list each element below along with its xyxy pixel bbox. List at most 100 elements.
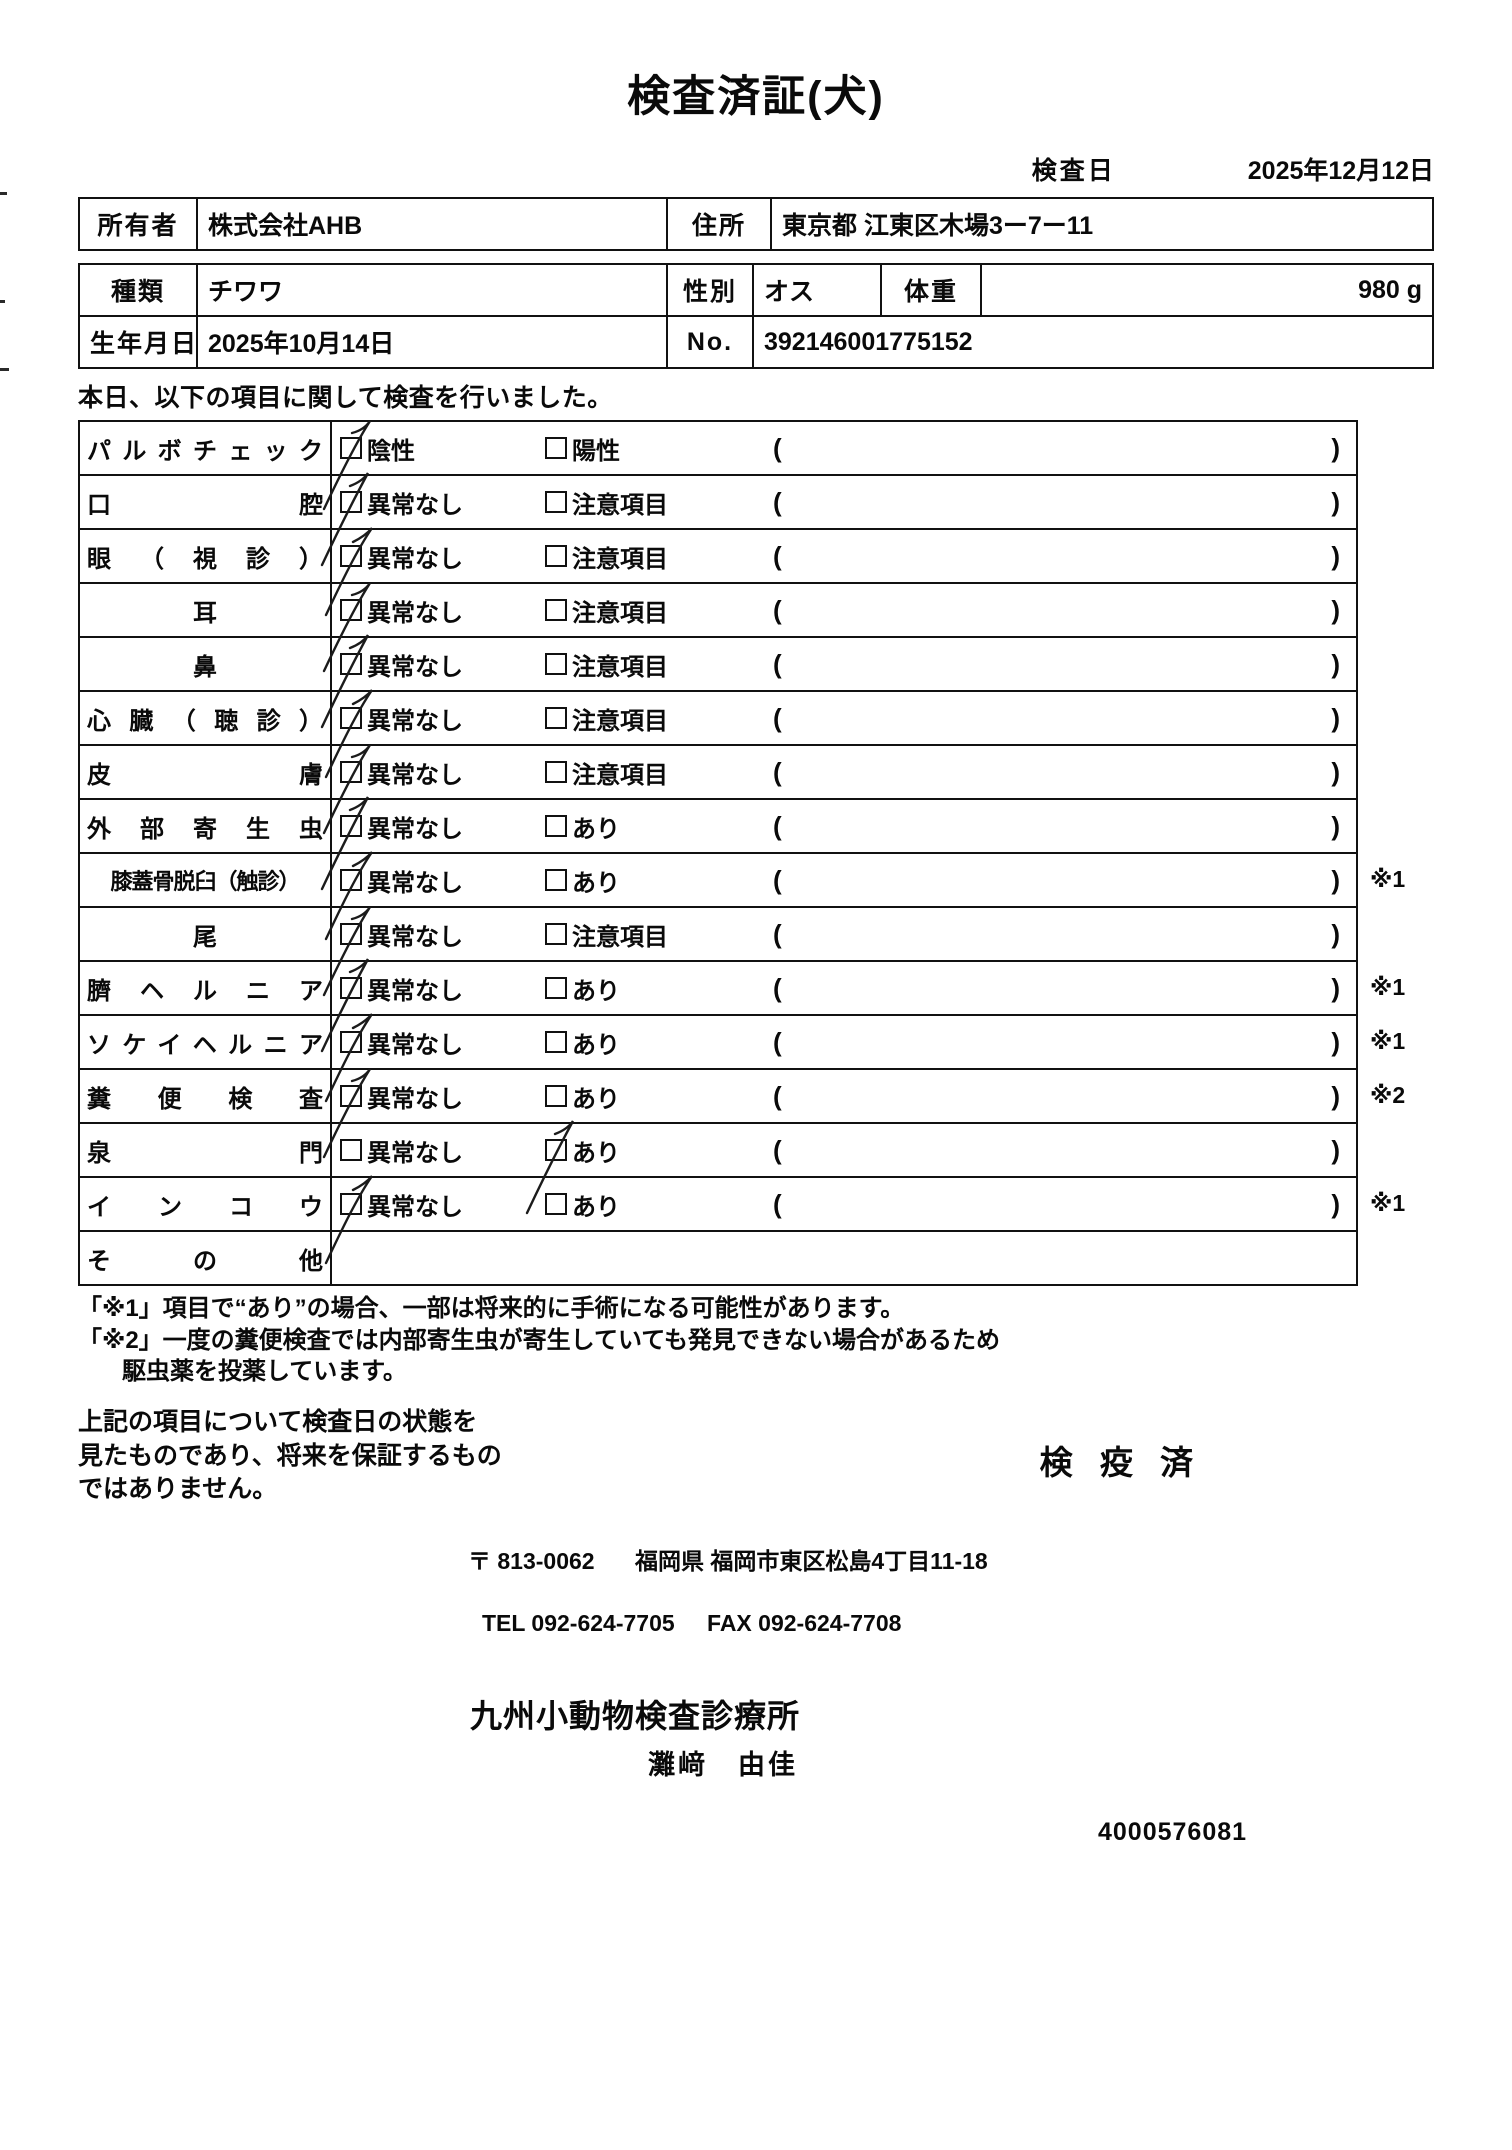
exam-item-label: 膝蓋骨脱臼（触診）	[78, 852, 332, 908]
exam-item-label: パルボチェック	[78, 420, 332, 476]
exam-option-1[interactable]: 異常なし	[320, 472, 545, 567]
checkbox-icon[interactable]	[340, 1139, 362, 1161]
checkbox-icon[interactable]	[545, 1085, 567, 1107]
exam-option-2[interactable]: 注意項目	[545, 539, 763, 574]
checkbox-icon[interactable]	[324, 689, 373, 779]
exam-option-1[interactable]: 異常なし	[324, 851, 545, 941]
exam-option-1[interactable]: 異常なし	[320, 958, 545, 1053]
exam-option-1[interactable]: 異常なし	[324, 1175, 545, 1265]
exam-item-options: 異常なし 注意項目 ()	[320, 472, 1358, 567]
checkbox-icon[interactable]	[545, 491, 567, 513]
exam-item-options: 異常なし 注意項目 ()	[324, 689, 1358, 779]
remarks-paren-open: (	[773, 540, 782, 571]
clinic-tel: TEL 092-624-7705	[482, 1610, 675, 1637]
exam-option-1[interactable]: 異常なし	[324, 1013, 545, 1103]
checkbox-icon[interactable]	[545, 923, 567, 945]
exam-option-2[interactable]: 注意項目	[545, 755, 763, 790]
checkbox-icon[interactable]	[545, 1193, 567, 1215]
exam-option-2[interactable]: 注意項目	[545, 701, 763, 736]
exam-option-label: 注意項目	[572, 545, 668, 573]
exam-option-2[interactable]: あり	[545, 863, 763, 898]
exam-option-label: 注意項目	[572, 761, 668, 789]
exam-item-label: ソケイヘルニア	[78, 1014, 332, 1070]
exam-option-1[interactable]: 異常なし	[322, 582, 545, 673]
checkbox-icon[interactable]	[545, 707, 567, 729]
exam-item-label: インコウ	[78, 1176, 332, 1232]
exam-option-2[interactable]: 注意項目	[545, 917, 763, 952]
checkbox-icon[interactable]	[320, 634, 370, 729]
table-row: ソケイヘルニア 異常なし あり ()	[78, 1013, 1358, 1103]
exam-option-1[interactable]: 異常なし	[320, 634, 545, 729]
exam-option-label: 注意項目	[572, 599, 668, 627]
checkbox-icon[interactable]	[545, 545, 567, 567]
scan-artifact-mark	[0, 192, 7, 195]
exam-option-2[interactable]: あり	[545, 971, 763, 1006]
remarks-paren-open: (	[773, 486, 782, 517]
exam-option-label: 注意項目	[572, 653, 668, 681]
disclaimer-line-2: 見たものであり、将来を保証するもの	[78, 1441, 502, 1470]
checkbox-icon[interactable]	[324, 1013, 373, 1103]
remarks-paren-close: )	[1331, 594, 1340, 625]
checkbox-icon[interactable]	[322, 906, 372, 997]
exam-option-label: あり	[572, 1193, 620, 1221]
exam-option-2[interactable]: あり	[545, 809, 763, 844]
checkbox-icon[interactable]	[324, 1175, 373, 1265]
exam-item-label: 外部寄生虫	[78, 798, 332, 854]
checkbox-icon[interactable]	[322, 1068, 372, 1159]
checkbox-icon[interactable]	[320, 472, 370, 567]
exam-option-label: 異常なし	[367, 1193, 463, 1221]
checkbox-icon[interactable]	[324, 851, 373, 941]
remarks-paren-close: )	[1331, 540, 1340, 571]
checkbox-icon[interactable]	[545, 869, 567, 891]
checkbox-icon[interactable]	[322, 744, 372, 835]
checkbox-icon[interactable]	[545, 815, 567, 837]
checkbox-icon[interactable]	[322, 420, 372, 511]
exam-option-2[interactable]: 注意項目	[545, 593, 763, 628]
checkbox-icon[interactable]	[324, 527, 373, 617]
exam-option-2[interactable]: あり	[545, 1187, 763, 1222]
checkbox-icon[interactable]	[545, 653, 567, 675]
exam-option-1[interactable]: 異常なし	[322, 744, 545, 835]
checkbox-icon[interactable]	[545, 599, 567, 621]
exam-option-label: あり	[572, 1085, 620, 1113]
exam-option-2[interactable]: 注意項目	[545, 485, 763, 520]
note-marker	[1370, 636, 1490, 690]
checkbox-icon[interactable]	[320, 796, 370, 891]
remarks-paren-close: )	[1331, 432, 1340, 463]
remarks-paren-close: )	[1331, 972, 1340, 1003]
exam-option-1[interactable]: 異常なし	[322, 906, 545, 997]
checkbox-icon[interactable]	[545, 1031, 567, 1053]
remarks-paren-close: )	[1331, 648, 1340, 679]
checkbox-icon[interactable]	[322, 582, 372, 673]
exam-option-1[interactable]: 異常なし	[322, 1068, 545, 1159]
checkbox-icon[interactable]	[320, 958, 370, 1053]
exam-option-2[interactable]: あり	[545, 1025, 763, 1060]
exam-option-2[interactable]: あり	[525, 1120, 763, 1215]
checkbox-icon[interactable]	[545, 437, 567, 459]
exam-option-1[interactable]: 異常なし	[324, 689, 545, 779]
exam-option-1[interactable]: 異常なし	[324, 527, 545, 617]
checkbox-icon[interactable]	[545, 761, 567, 783]
exam-item-options: 異常なし あり ()	[324, 851, 1358, 941]
exam-option-2[interactable]: あり	[545, 1079, 763, 1114]
exam-option-label: 異常なし	[367, 491, 463, 519]
table-row: 種類 チワワ 性別 オス 体重 980 g	[78, 263, 1434, 317]
exam-item-label: 鼻	[78, 636, 332, 692]
table-row: 皮 膚 異常なし 注意項目 ()	[78, 744, 1358, 835]
clinic-fax: FAX 092-624-7708	[707, 1610, 902, 1637]
exam-option-2[interactable]: 注意項目	[545, 647, 763, 682]
other-remarks-field[interactable]	[330, 1230, 1358, 1286]
checkbox-icon[interactable]	[545, 977, 567, 999]
exam-option-1[interactable]: 異常なし	[320, 796, 545, 891]
remarks-paren-open: (	[773, 918, 782, 949]
note-marker: ※1	[1370, 1190, 1406, 1216]
remarks-paren-open: (	[773, 864, 782, 895]
exam-option-1[interactable]: 陰性	[322, 420, 545, 511]
exam-option-2[interactable]: 陽性	[545, 431, 763, 466]
checkbox-icon[interactable]	[525, 1120, 575, 1215]
table-row: そ の 他	[78, 1230, 1358, 1286]
exam-option-1[interactable]: 異常なし	[340, 1133, 545, 1168]
exam-item-label: 耳	[78, 582, 332, 638]
exam-item-label: そ の 他	[78, 1230, 332, 1286]
